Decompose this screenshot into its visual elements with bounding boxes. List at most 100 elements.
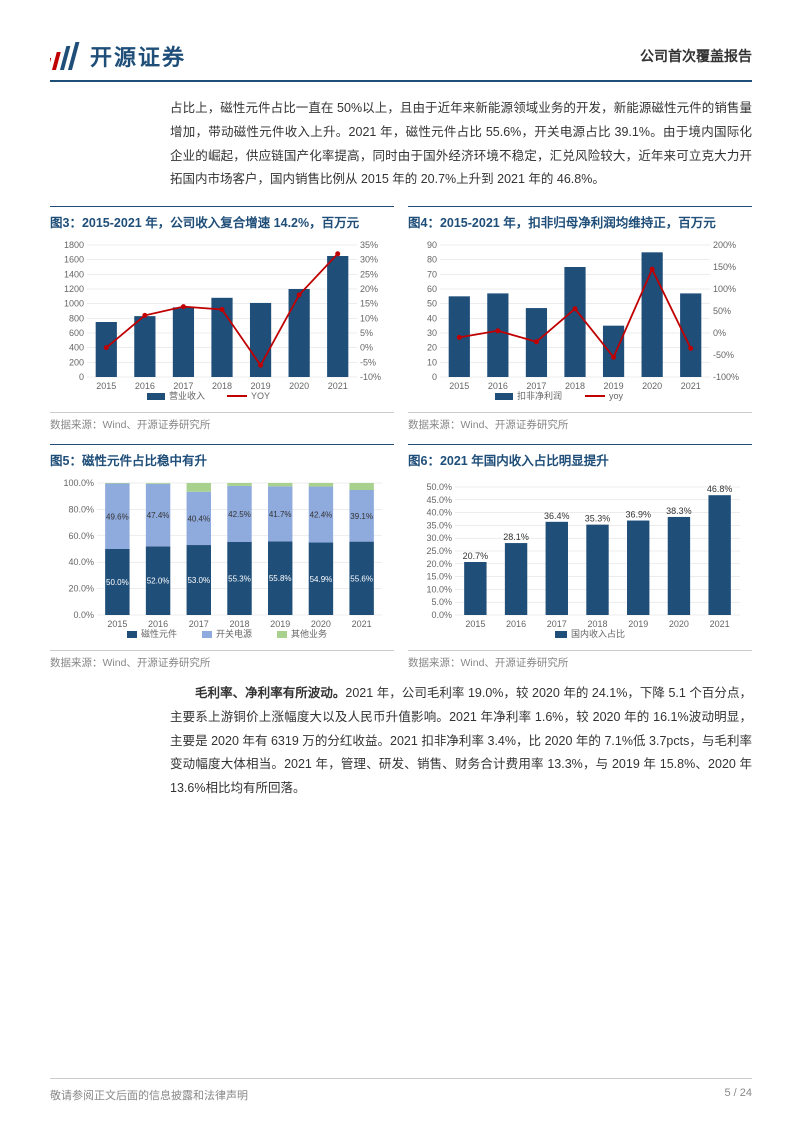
svg-text:15%: 15%: [360, 299, 378, 309]
svg-text:2020: 2020: [642, 381, 662, 391]
chart-3-source: 数据来源：Wind、开源证券研究所: [50, 412, 394, 432]
footer-disclaimer: 敬请参阅正文后面的信息披露和法律声明: [50, 1087, 248, 1103]
report-type: 公司首次覆盖报告: [640, 46, 752, 66]
svg-text:-100%: -100%: [713, 372, 739, 382]
svg-text:1200: 1200: [64, 284, 84, 294]
svg-text:2020: 2020: [669, 619, 689, 629]
svg-text:2016: 2016: [488, 381, 508, 391]
svg-text:40: 40: [427, 313, 437, 323]
chart-5-title: 图5：磁性元件占比稳中有升: [50, 444, 394, 469]
svg-text:200: 200: [69, 357, 84, 367]
chart-3: 020040060080010001200140016001800-10%-5%…: [50, 237, 394, 407]
svg-text:50.0%: 50.0%: [426, 482, 452, 492]
svg-text:45.0%: 45.0%: [426, 495, 452, 505]
svg-text:25%: 25%: [360, 269, 378, 279]
svg-text:30: 30: [427, 328, 437, 338]
svg-text:0%: 0%: [360, 343, 373, 353]
svg-text:90: 90: [427, 240, 437, 250]
svg-text:20.0%: 20.0%: [426, 559, 452, 569]
chart-4: 0102030405060708090-100%-50%0%50%100%150…: [408, 237, 752, 407]
svg-text:40.0%: 40.0%: [68, 557, 94, 567]
svg-text:-5%: -5%: [360, 357, 376, 367]
svg-text:yoy: yoy: [609, 391, 624, 401]
svg-text:开关电源: 开关电源: [216, 628, 252, 639]
svg-text:20.0%: 20.0%: [68, 584, 94, 594]
svg-text:2017: 2017: [547, 619, 567, 629]
svg-text:2018: 2018: [565, 381, 585, 391]
svg-text:5%: 5%: [360, 328, 373, 338]
chart-3-title: 图3：2015-2021 年，公司收入复合增速 14.2%，百万元: [50, 206, 394, 231]
svg-text:42.5%: 42.5%: [228, 510, 251, 519]
svg-text:0.0%: 0.0%: [73, 610, 94, 620]
svg-text:46.8%: 46.8%: [707, 484, 733, 494]
svg-text:磁性元件: 磁性元件: [141, 628, 177, 639]
logo-text: 开源证券: [90, 40, 186, 72]
paragraph-2-body: 2021 年，公司毛利率 19.0%，较 2020 年的 24.1%，下降 5.…: [170, 686, 752, 795]
chart-4-block: 图4：2015-2021 年，扣非归母净利润均维持正，百万元 010203040…: [408, 206, 752, 432]
chart-6: 0.0%5.0%10.0%15.0%20.0%25.0%30.0%35.0%40…: [408, 475, 752, 645]
svg-text:20: 20: [427, 343, 437, 353]
svg-text:2021: 2021: [352, 619, 372, 629]
svg-text:2017: 2017: [189, 619, 209, 629]
chart-4-source: 数据来源：Wind、开源证券研究所: [408, 412, 752, 432]
chart-5: 0.0%20.0%40.0%60.0%80.0%100.0%50.0%49.6%…: [50, 475, 394, 645]
svg-text:39.1%: 39.1%: [350, 512, 373, 521]
svg-text:42.4%: 42.4%: [310, 511, 333, 520]
svg-text:30%: 30%: [360, 255, 378, 265]
svg-text:15.0%: 15.0%: [426, 572, 452, 582]
page-footer: 敬请参阅正文后面的信息披露和法律声明 5 / 24: [50, 1078, 752, 1103]
chart-5-source: 数据来源：Wind、开源证券研究所: [50, 650, 394, 670]
svg-text:1800: 1800: [64, 240, 84, 250]
svg-text:35.3%: 35.3%: [585, 514, 611, 524]
svg-text:营业收入: 营业收入: [169, 390, 205, 401]
svg-text:2020: 2020: [289, 381, 309, 391]
svg-text:2017: 2017: [526, 381, 546, 391]
svg-text:70: 70: [427, 269, 437, 279]
svg-text:40.0%: 40.0%: [426, 508, 452, 518]
logo-icon: [50, 40, 82, 72]
svg-text:38.3%: 38.3%: [666, 506, 692, 516]
svg-text:2018: 2018: [587, 619, 607, 629]
paragraph-2-lead: 毛利率、净利率有所波动。: [195, 686, 345, 700]
svg-text:2019: 2019: [604, 381, 624, 391]
svg-text:55.8%: 55.8%: [269, 574, 292, 583]
svg-text:600: 600: [69, 328, 84, 338]
svg-text:2019: 2019: [270, 619, 290, 629]
svg-text:2019: 2019: [251, 381, 271, 391]
svg-text:5.0%: 5.0%: [431, 597, 452, 607]
svg-text:35%: 35%: [360, 240, 378, 250]
svg-text:2018: 2018: [212, 381, 232, 391]
svg-text:36.9%: 36.9%: [625, 510, 651, 520]
paragraph-1: 占比上，磁性元件占比一直在 50%以上，且由于近年来新能源领域业务的开发，新能源…: [170, 97, 752, 192]
svg-text:1400: 1400: [64, 269, 84, 279]
svg-text:80.0%: 80.0%: [68, 504, 94, 514]
svg-text:2017: 2017: [173, 381, 193, 391]
svg-text:10.0%: 10.0%: [426, 584, 452, 594]
svg-text:55.3%: 55.3%: [228, 575, 251, 584]
page-header: 开源证券 公司首次覆盖报告: [50, 40, 752, 82]
chart-6-source: 数据来源：Wind、开源证券研究所: [408, 650, 752, 670]
svg-text:41.7%: 41.7%: [269, 510, 292, 519]
svg-text:0%: 0%: [713, 328, 726, 338]
svg-text:100.0%: 100.0%: [63, 478, 94, 488]
svg-text:50.0%: 50.0%: [106, 578, 129, 587]
svg-text:150%: 150%: [713, 262, 736, 272]
svg-text:0: 0: [79, 372, 84, 382]
svg-text:2015: 2015: [465, 619, 485, 629]
footer-page: 5 / 24: [724, 1087, 752, 1103]
svg-text:-10%: -10%: [360, 372, 381, 382]
svg-text:50: 50: [427, 299, 437, 309]
chart-3-block: 图3：2015-2021 年，公司收入复合增速 14.2%，百万元 0 200 40…: [50, 206, 394, 432]
svg-text:0: 0: [432, 372, 437, 382]
svg-text:60: 60: [427, 284, 437, 294]
svg-text:2015: 2015: [107, 619, 127, 629]
svg-text:53.0%: 53.0%: [187, 576, 210, 585]
svg-text:YOY: YOY: [251, 391, 270, 401]
svg-text:2020: 2020: [311, 619, 331, 629]
svg-text:2016: 2016: [506, 619, 526, 629]
chart-6-block: 图6：2021 年国内收入占比明显提升 0.0%5.0%10.0%15.0%20…: [408, 444, 752, 670]
svg-text:400: 400: [69, 343, 84, 353]
svg-text:36.4%: 36.4%: [544, 511, 570, 521]
svg-text:10: 10: [427, 357, 437, 367]
svg-text:35.0%: 35.0%: [426, 520, 452, 530]
